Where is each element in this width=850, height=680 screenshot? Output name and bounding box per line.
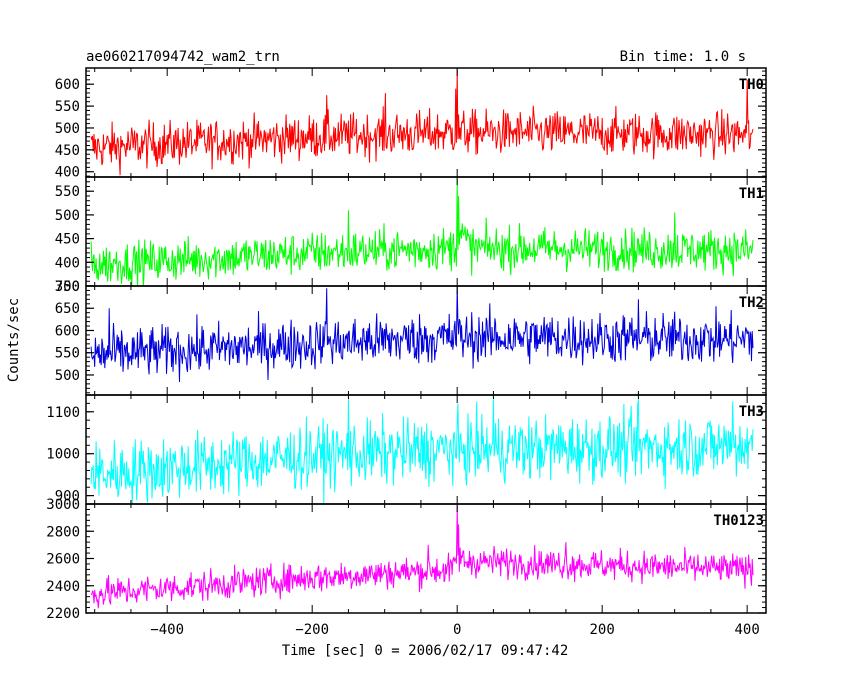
y-tick-label: 400	[55, 165, 80, 181]
y-tick-label: 500	[55, 121, 80, 137]
x-axis-label: Time [sec] 0 = 2006/02/17 09:47:42	[282, 643, 569, 659]
panel-frame-th1	[85, 176, 767, 287]
y-tick-label: 1000	[46, 447, 80, 463]
panel-label-th1: TH1	[739, 186, 764, 202]
y-tick-label: 900	[55, 489, 80, 505]
y-tick-label: 2600	[46, 552, 80, 568]
y-tick-label: 450	[55, 232, 80, 248]
panel-label-th0: TH0	[739, 77, 764, 93]
y-tick-label: 450	[55, 143, 80, 159]
y-tick-label: 600	[55, 323, 80, 339]
y-tick-label: 2400	[46, 579, 80, 595]
series-line-th2	[90, 286, 754, 383]
y-tick-label: 550	[55, 184, 80, 200]
y-tick-label: 350	[55, 279, 80, 295]
panels-group: 400 450 500 550 600 TH0 350 400 450 500 550 TH1 500 5…	[46, 67, 767, 638]
x-tick-label: −400	[150, 622, 184, 638]
y-tick-label: 600	[55, 77, 80, 93]
x-tick-label: −200	[295, 622, 329, 638]
y-tick-label: 500	[55, 208, 80, 224]
y-tick-label: 550	[55, 346, 80, 362]
series-line-th1	[90, 177, 754, 286]
series-line-th3	[90, 397, 754, 504]
y-tick-label: 500	[55, 368, 80, 384]
x-tick-label: 200	[590, 622, 615, 638]
panel-label-th0123: TH0123	[713, 513, 764, 529]
y-tick-label: 1100	[46, 405, 80, 421]
bin-time-label: Bin time: 1.0 s	[620, 49, 746, 65]
x-tick-label: 0	[453, 622, 461, 638]
y-tick-label: 3000	[46, 497, 80, 513]
series-line-th0123	[90, 505, 754, 609]
y-tick-label: 2200	[46, 606, 80, 622]
y-tick-label: 2800	[46, 524, 80, 540]
chart-title: ae060217094742_wam2_trn	[86, 49, 280, 65]
y-axis-label: Counts/sec	[6, 298, 22, 382]
series-line-th0	[90, 68, 754, 176]
x-tick-label: 400	[735, 622, 760, 638]
y-tick-label: 650	[55, 301, 80, 317]
y-tick-label: 700	[55, 279, 80, 295]
y-tick-label: 550	[55, 99, 80, 115]
panel-label-th2: TH2	[739, 295, 764, 311]
y-tick-label: 400	[55, 255, 80, 271]
panel-label-th3: TH3	[739, 404, 764, 420]
